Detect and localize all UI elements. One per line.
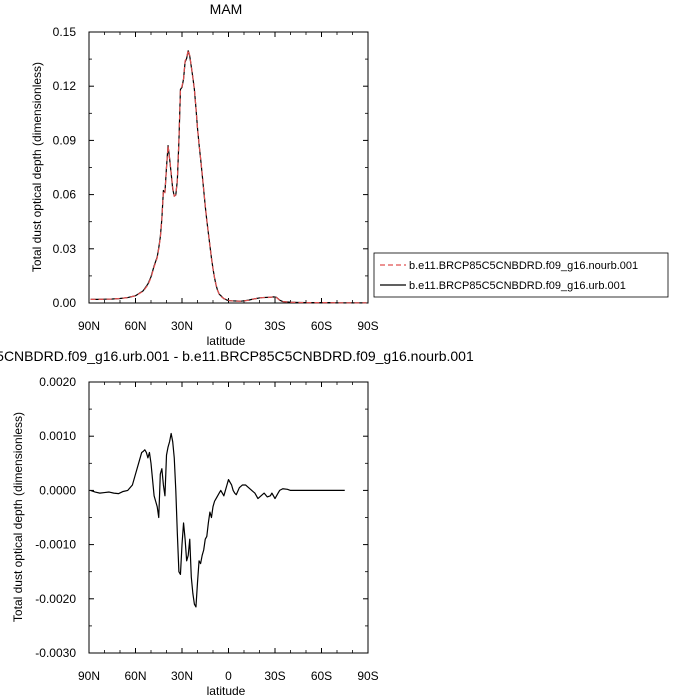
- top-panel: MAM 90N 60N 30N 0 30S 60S 90S 0.00 0.03 0.06 0.09 0…: [30, 1, 669, 348]
- top-series-line-1: [90, 50, 367, 304]
- top-y-tick-label: 0.06: [53, 188, 77, 202]
- top-x-axis-label: latitude: [207, 334, 246, 348]
- bottom-x-tick-label: 90S: [357, 669, 378, 683]
- bottom-y-tick-label: 0.0000: [39, 483, 76, 497]
- top-axes: 90N 60N 30N 0 30S 60S 90S 0.00 0.03 0.06 0.09 0.12 0…: [53, 25, 379, 333]
- legend-box: [373, 252, 669, 298]
- bottom-x-axis-label: latitude: [207, 684, 246, 698]
- bottom-axes: 90N 60N 30N 0 30S 60S 90S -0.0030 -0.0020 -0.0010…: [35, 375, 378, 683]
- bottom-x-tick-label: 90N: [78, 669, 100, 683]
- top-x-tick-label: 60N: [124, 319, 146, 333]
- bottom-chart-title: 5C5CNBDRD.f09_g16.urb.001 - b.e11.BRCP85…: [0, 348, 474, 364]
- top-x-tick-label: 90N: [78, 319, 100, 333]
- bottom-y-axis-label: Total dust optical depth (dimensionless): [11, 412, 25, 622]
- top-series-line-0: [90, 49, 367, 304]
- top-x-tick-label: 0: [225, 319, 232, 333]
- bottom-x-tick-label: 30N: [171, 669, 193, 683]
- legend-entry-urb: b.e11.BRCP85C5CNBDRD.f09_g16.urb.001: [409, 280, 626, 292]
- top-y-tick-label: 0.12: [53, 79, 77, 93]
- top-plot-frame: [88, 31, 369, 304]
- top-y-tick-label: 0.15: [53, 25, 77, 39]
- top-y-tick-label: 0.00: [53, 296, 77, 310]
- top-y-tick-label: 0.03: [53, 242, 77, 256]
- top-x-tick-label: 30S: [264, 319, 285, 333]
- bottom-series-group: [90, 432, 345, 608]
- top-x-tick-label: 30N: [171, 319, 193, 333]
- bottom-x-tick-label: 60S: [311, 669, 332, 683]
- bottom-plot-frame: [88, 381, 369, 654]
- top-series-group: [90, 49, 367, 304]
- bottom-x-tick-label: 60N: [124, 669, 146, 683]
- legend-entry-nourb: b.e11.BRCP85C5CNBDRD.f09_g16.nourb.001: [409, 260, 638, 272]
- bottom-y-tick-label: -0.0020: [35, 592, 76, 606]
- bottom-y-tick-label: 0.0020: [39, 375, 76, 389]
- bottom-series-line-0: [90, 432, 345, 608]
- top-x-tick-label: 60S: [311, 319, 332, 333]
- top-chart-title: MAM: [210, 1, 243, 17]
- legend: b.e11.BRCP85C5CNBDRD.f09_g16.nourb.001 b…: [373, 252, 669, 298]
- bottom-y-tick-label: -0.0030: [35, 646, 76, 660]
- bottom-panel: 5C5CNBDRD.f09_g16.urb.001 - b.e11.BRCP85…: [0, 348, 474, 698]
- top-y-axis-label: Total dust optical depth (dimensionless): [30, 62, 44, 272]
- bottom-y-tick-label: -0.0010: [35, 538, 76, 552]
- top-y-tick-label: 0.09: [53, 133, 77, 147]
- top-x-tick-label: 90S: [357, 319, 378, 333]
- bottom-x-tick-label: 0: [225, 669, 232, 683]
- bottom-y-tick-label: 0.0010: [39, 429, 76, 443]
- bottom-x-tick-label: 30S: [264, 669, 285, 683]
